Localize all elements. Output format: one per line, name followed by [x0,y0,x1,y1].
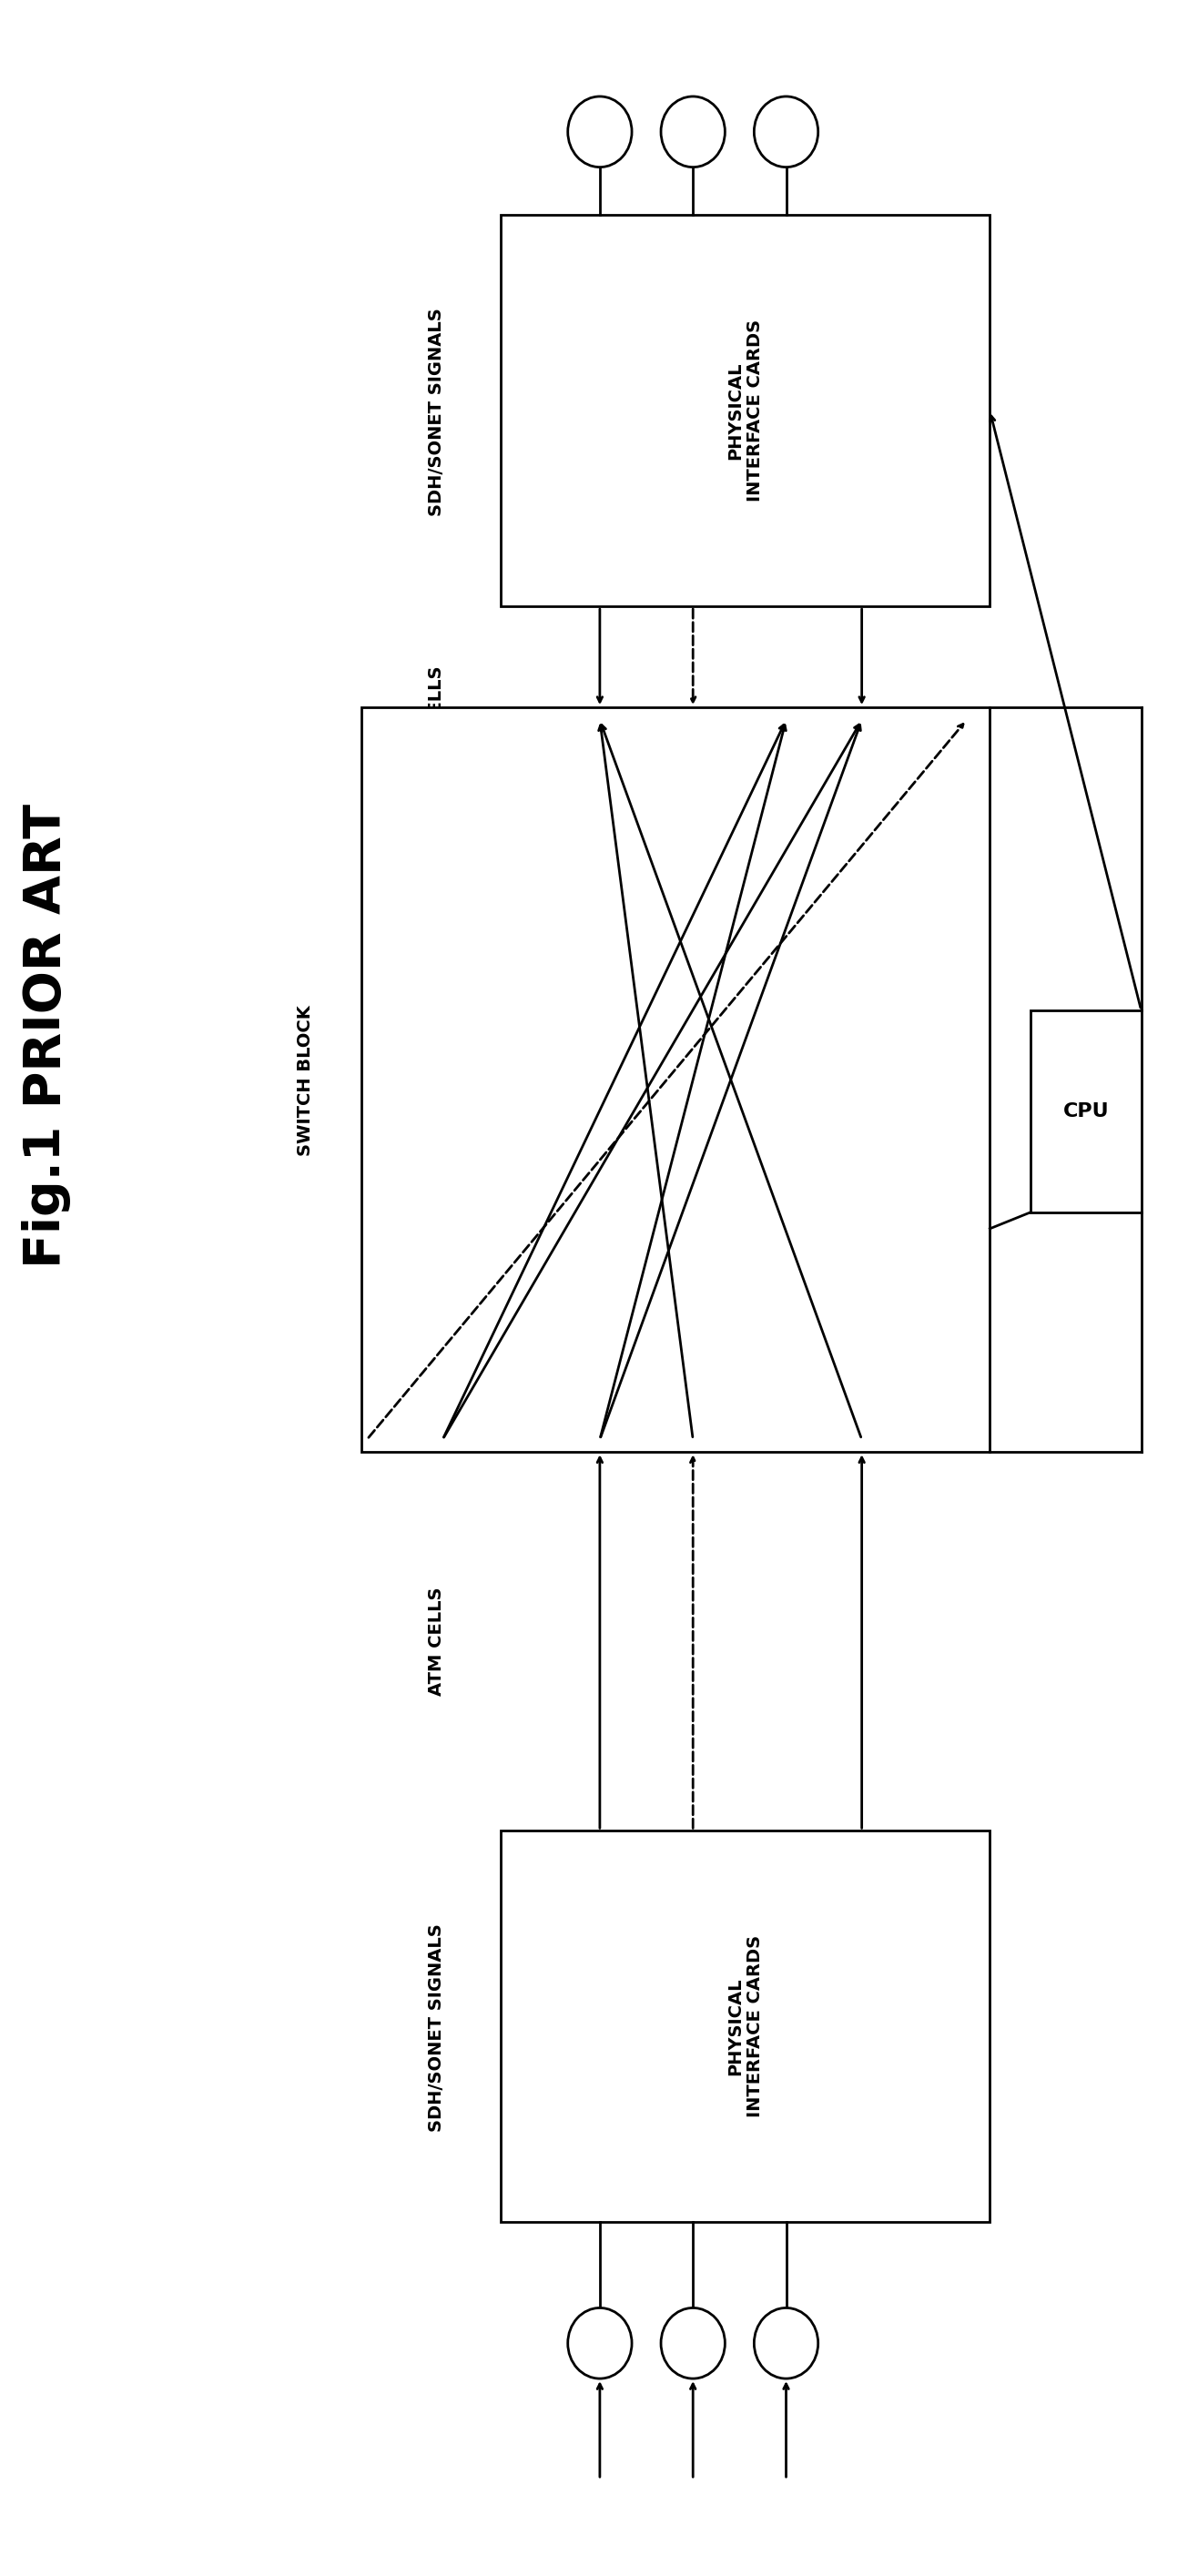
Bar [361,708,990,1453]
Ellipse shape [568,2308,632,2378]
Text: ATM CELLS: ATM CELLS [428,1587,446,1695]
Text: CPU: CPU [1063,1103,1108,1121]
Text: PHYSICAL
INTERFACE CARDS: PHYSICAL INTERFACE CARDS [727,1935,764,2117]
Text: SDH/SONET SIGNALS: SDH/SONET SIGNALS [428,1924,446,2133]
Bar [1031,1010,1142,1213]
Text: ATM CELLS: ATM CELLS [428,665,446,775]
Ellipse shape [661,2308,725,2378]
Text: SDH/SONET SIGNALS: SDH/SONET SIGNALS [428,309,446,515]
Ellipse shape [661,95,725,167]
Text: Fig.1 PRIOR ART: Fig.1 PRIOR ART [23,804,71,1267]
Ellipse shape [568,95,632,167]
Ellipse shape [754,95,819,167]
Text: PHYSICAL
INTERFACE CARDS: PHYSICAL INTERFACE CARDS [727,319,764,502]
Ellipse shape [754,2308,819,2378]
Text: SWITCH BLOCK: SWITCH BLOCK [297,1005,314,1157]
Bar [501,216,990,605]
Bar [501,1832,990,2223]
